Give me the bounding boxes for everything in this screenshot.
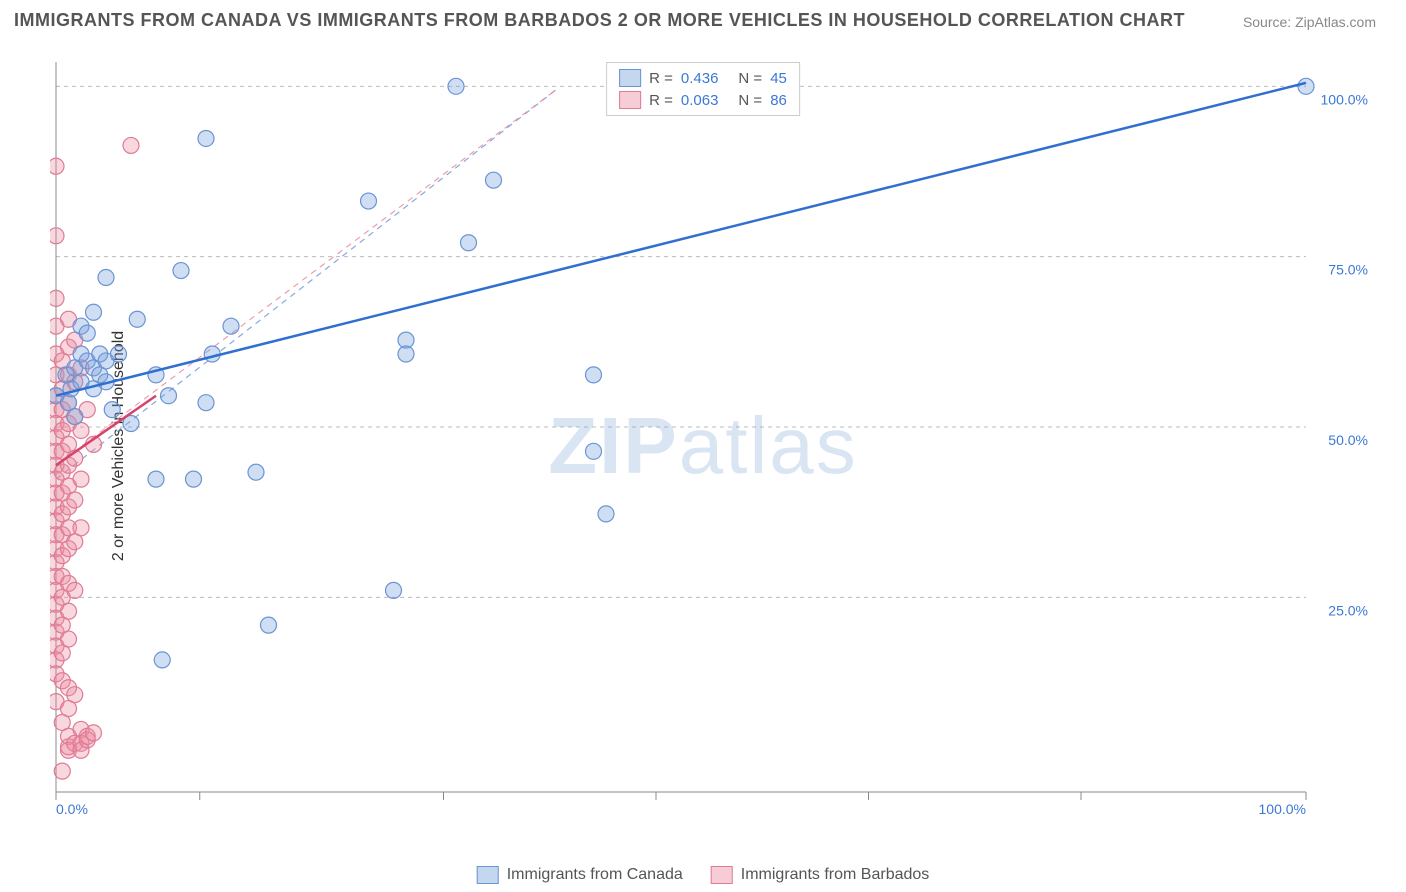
bottom-legend: Immigrants from Canada Immigrants from B… — [477, 866, 930, 884]
r-value-barbados: 0.063 — [681, 92, 719, 109]
n-value-canada: 45 — [770, 70, 787, 87]
r-label: R = — [649, 92, 673, 109]
source-label: Source: ZipAtlas.com — [1243, 14, 1376, 30]
legend-row-barbados: R = 0.063 N = 86 — [619, 89, 787, 111]
svg-text:25.0%: 25.0% — [1328, 602, 1368, 618]
swatch-barbados — [711, 866, 733, 884]
svg-text:75.0%: 75.0% — [1328, 262, 1368, 278]
legend-label-canada: Immigrants from Canada — [507, 866, 683, 884]
correlation-legend: R = 0.436 N = 45 R = 0.063 N = 86 — [606, 62, 800, 116]
swatch-canada — [619, 69, 641, 87]
chart-container: IMMIGRANTS FROM CANADA VS IMMIGRANTS FRO… — [0, 0, 1406, 892]
swatch-canada — [477, 866, 499, 884]
plot-area: 25.0% 50.0% 75.0% 100.0% 0.0% 100.0% — [50, 54, 1376, 822]
svg-text:0.0%: 0.0% — [56, 801, 88, 817]
legend-label-barbados: Immigrants from Barbados — [741, 866, 930, 884]
n-label: N = — [738, 70, 762, 87]
scatter-svg: 25.0% 50.0% 75.0% 100.0% 0.0% 100.0% — [50, 54, 1376, 822]
n-value-barbados: 86 — [770, 92, 787, 109]
svg-text:100.0%: 100.0% — [1321, 91, 1368, 107]
n-label: N = — [738, 92, 762, 109]
legend-row-canada: R = 0.436 N = 45 — [619, 67, 787, 89]
bottom-legend-canada: Immigrants from Canada — [477, 866, 683, 884]
r-value-canada: 0.436 — [681, 70, 719, 87]
svg-text:100.0%: 100.0% — [1259, 801, 1306, 817]
r-label: R = — [649, 70, 673, 87]
swatch-barbados — [619, 91, 641, 109]
bottom-legend-barbados: Immigrants from Barbados — [711, 866, 930, 884]
chart-title: IMMIGRANTS FROM CANADA VS IMMIGRANTS FRO… — [14, 10, 1185, 31]
svg-text:50.0%: 50.0% — [1328, 432, 1368, 448]
